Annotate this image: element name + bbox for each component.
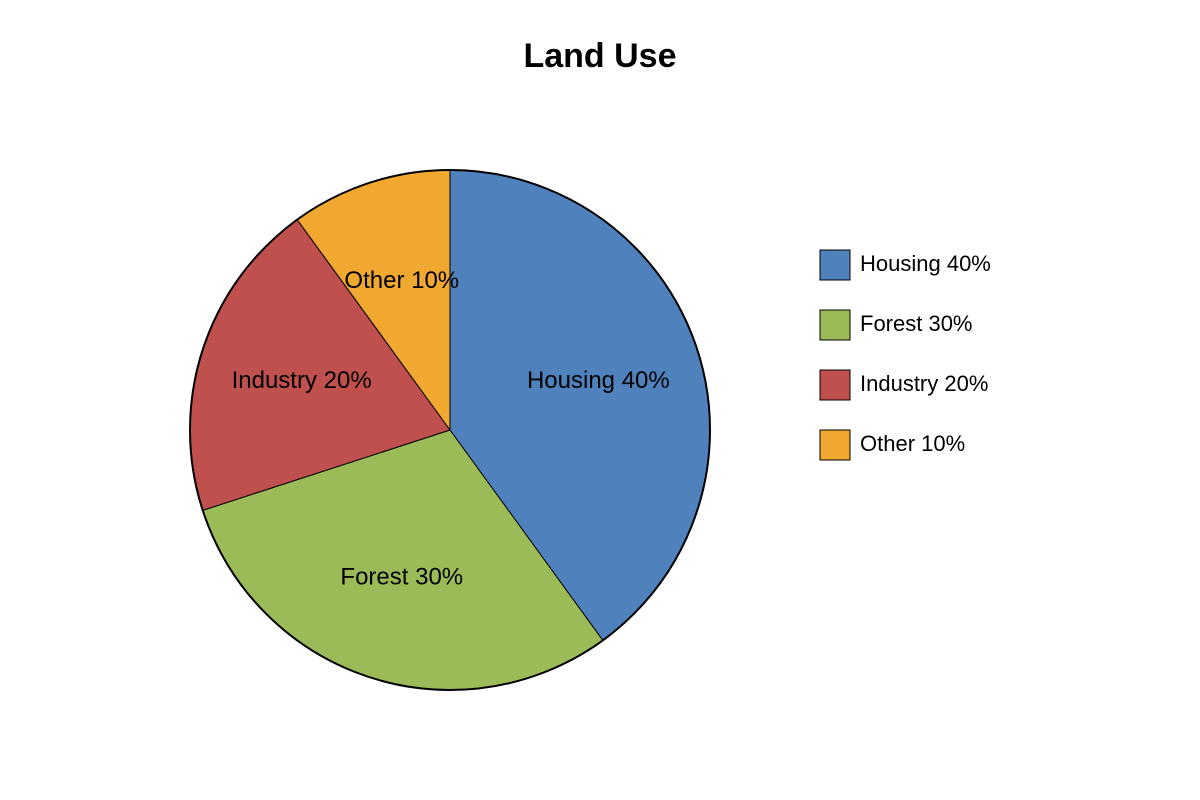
legend-label: Housing 40% — [860, 251, 991, 276]
legend-swatch — [819, 309, 851, 341]
legend-label: Industry 20% — [860, 371, 988, 396]
data-label: Housing 40% — [527, 367, 670, 394]
pie-outline — [189, 169, 711, 691]
legend-swatch — [819, 369, 851, 401]
data-label: Industry 20% — [232, 367, 372, 394]
legend-swatch — [819, 429, 851, 461]
chart-title: Land Use — [523, 37, 676, 75]
legend-label: Other 10% — [860, 431, 965, 456]
data-label: Other 10% — [344, 267, 459, 294]
legend-label: Forest 30% — [860, 311, 973, 336]
legend-swatch — [819, 249, 851, 281]
data-label: Forest 30% — [340, 564, 463, 591]
